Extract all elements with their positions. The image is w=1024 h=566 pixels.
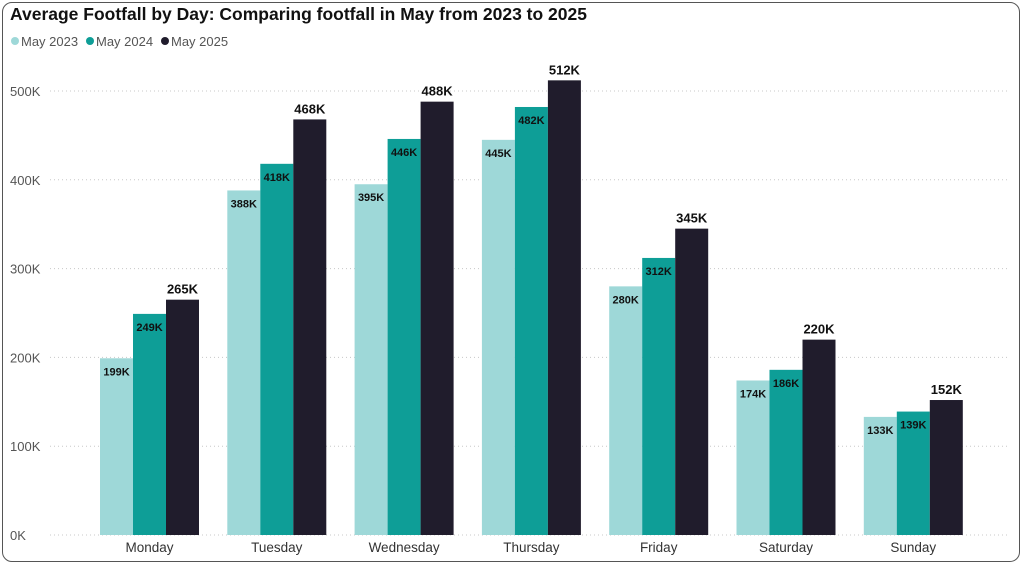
x-tick-label: Wednesday — [369, 540, 440, 555]
bar — [166, 299, 199, 535]
bar — [769, 369, 803, 535]
bar — [896, 411, 930, 535]
chart-title: Average Footfall by Day: Comparing footf… — [10, 4, 587, 24]
legend-marker — [161, 37, 169, 45]
data-label: 468K — [294, 101, 326, 116]
y-tick-label: 100K — [10, 439, 41, 454]
bar — [100, 358, 133, 535]
data-label: 280K — [613, 294, 639, 306]
data-label: 418K — [264, 172, 290, 184]
bar — [642, 257, 676, 535]
bar — [547, 80, 581, 536]
y-tick-label: 0K — [10, 528, 26, 543]
data-label: 174K — [740, 388, 766, 400]
bar — [227, 190, 261, 535]
bar — [293, 119, 327, 535]
legend-label: May 2024 — [96, 34, 153, 49]
bar — [260, 163, 294, 536]
bar — [354, 184, 388, 536]
legend-label: May 2023 — [21, 34, 78, 49]
y-tick-label: 200K — [10, 350, 41, 365]
data-label: 199K — [103, 366, 129, 378]
bars: 199K 249K 265K 388K 418K 468K 395K 446K 488K 445K… — [100, 62, 963, 536]
bar — [609, 286, 643, 535]
data-label: 446K — [391, 147, 417, 159]
data-label: 445K — [485, 148, 511, 160]
bar — [481, 139, 515, 535]
x-tick-label: Saturday — [759, 540, 813, 555]
bar — [675, 228, 709, 535]
bar — [863, 416, 897, 535]
data-label: 265K — [167, 282, 199, 297]
bar — [133, 313, 166, 535]
data-label: 482K — [518, 115, 544, 127]
x-tick-label: Monday — [125, 540, 173, 555]
data-label: 395K — [358, 192, 384, 204]
data-label: 133K — [867, 425, 893, 437]
legend-marker — [86, 37, 94, 45]
y-tick-label: 300K — [10, 262, 41, 277]
x-tick-label: Tuesday — [251, 540, 303, 555]
bar — [802, 339, 836, 535]
x-tick-label: Sunday — [890, 540, 936, 555]
y-tick-label: 400K — [10, 173, 41, 188]
x-axis: Monday Tuesday Wednesday Thursday Friday Satu… — [125, 540, 936, 555]
data-label: 152K — [931, 382, 963, 397]
y-tick-label: 500K — [10, 84, 41, 99]
data-label: 488K — [422, 84, 454, 99]
data-label: 312K — [646, 266, 672, 278]
data-label: 345K — [676, 211, 708, 226]
bar — [387, 138, 421, 535]
bar — [514, 106, 548, 535]
x-tick-label: Friday — [640, 540, 678, 555]
data-label: 139K — [900, 420, 926, 432]
bar — [929, 400, 963, 535]
data-label: 186K — [773, 378, 799, 390]
data-label: 512K — [549, 62, 581, 77]
data-label: 220K — [803, 322, 835, 337]
data-label: 388K — [231, 198, 257, 210]
legend-label: May 2025 — [171, 34, 228, 49]
x-tick-label: Thursday — [503, 540, 560, 555]
data-label: 249K — [136, 322, 162, 334]
bar — [736, 380, 770, 535]
legend-marker — [11, 37, 19, 45]
bar — [420, 101, 454, 535]
legend: May 2023 May 2024 May 2025 — [11, 34, 228, 49]
